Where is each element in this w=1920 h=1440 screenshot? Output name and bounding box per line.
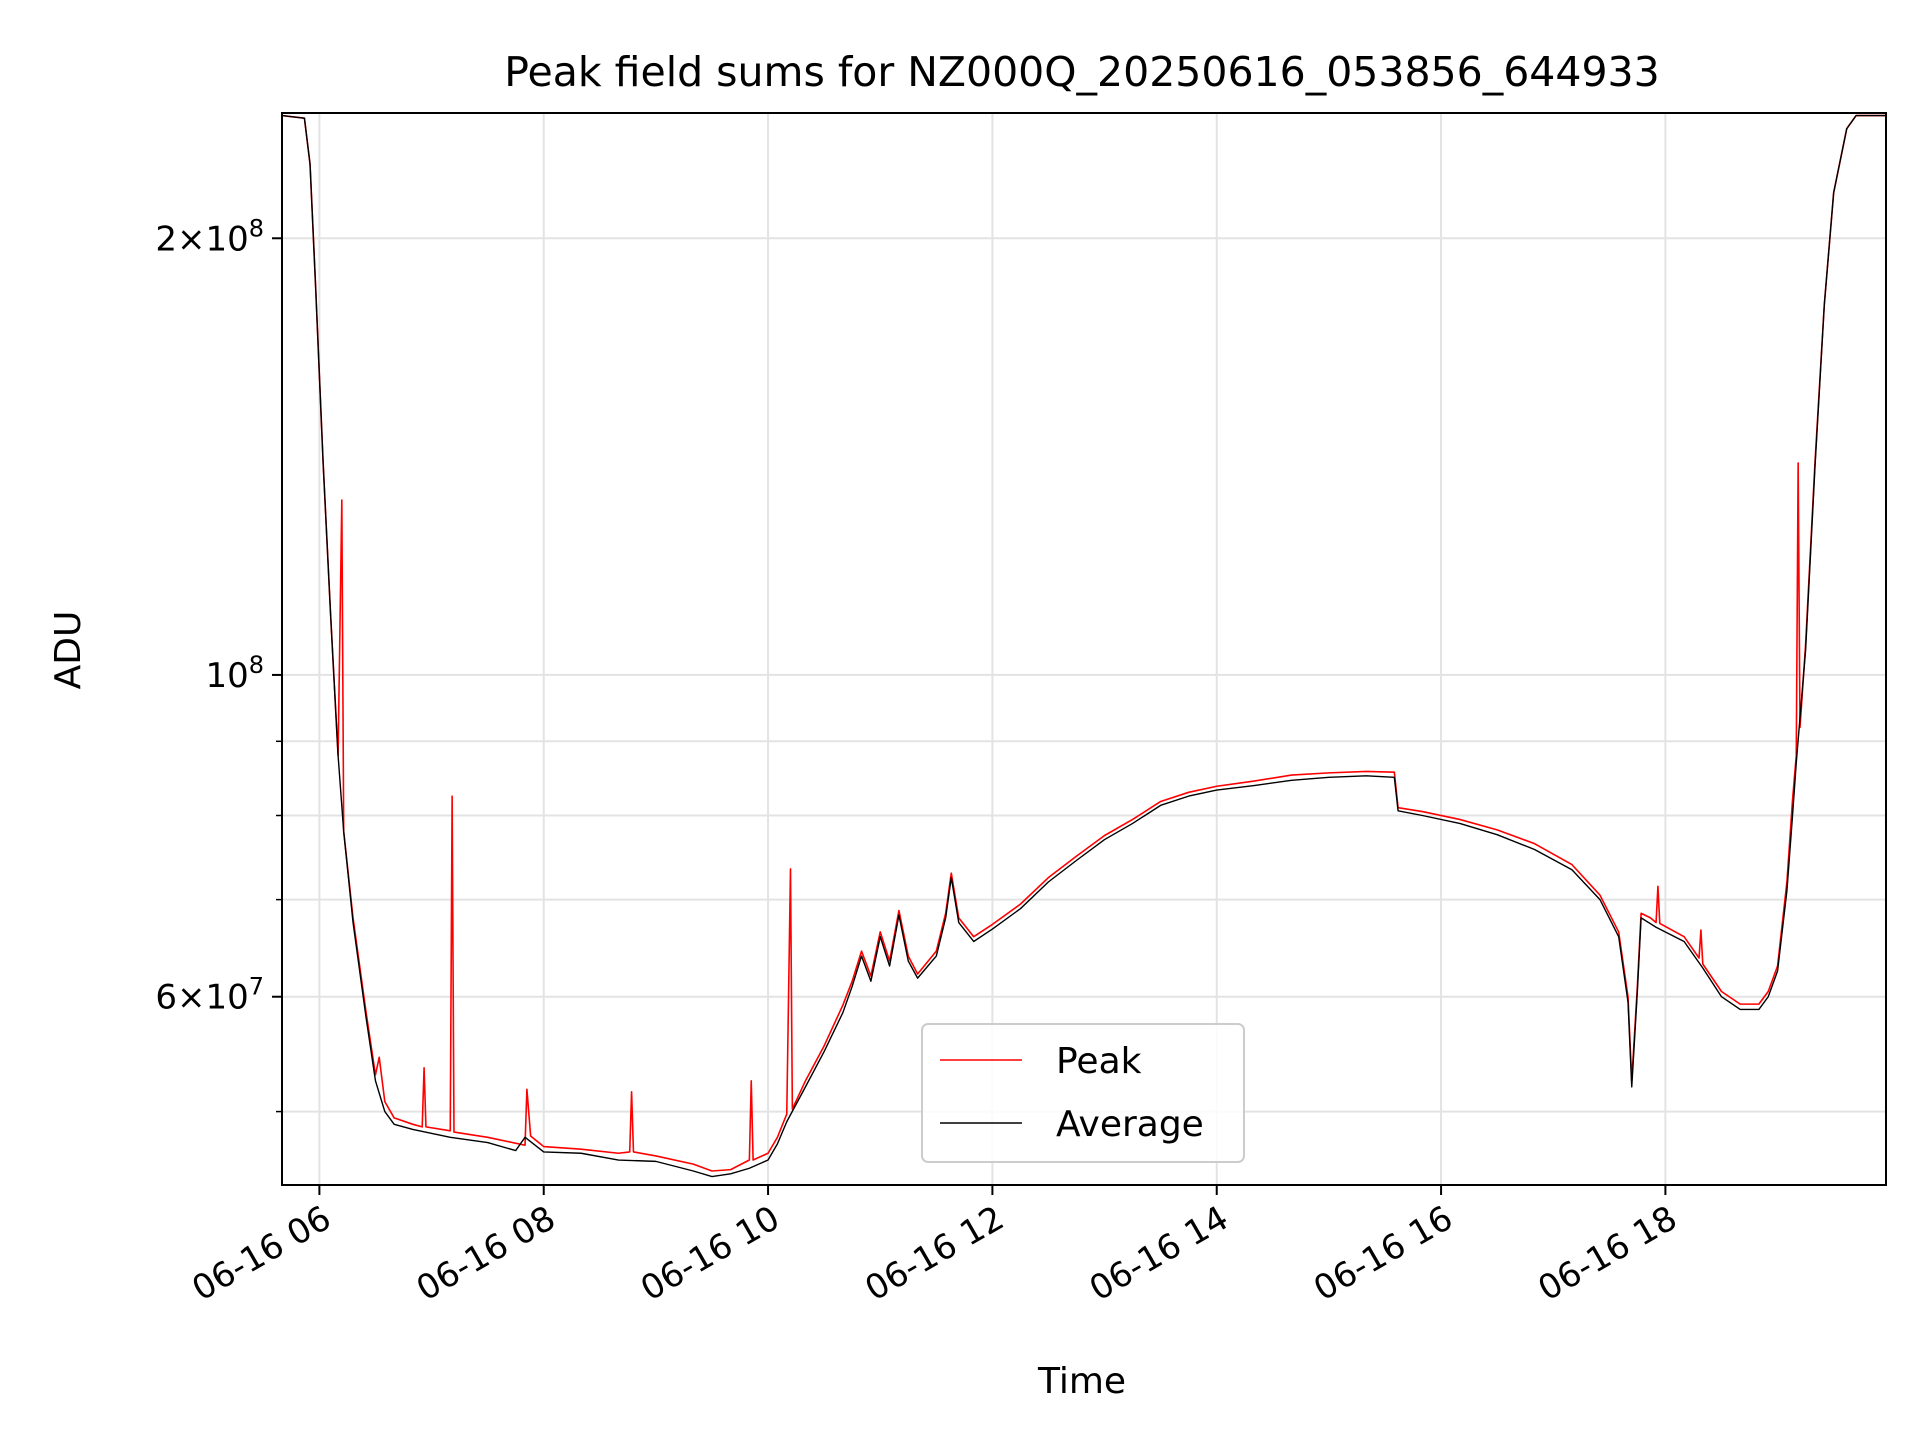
plot-lines (282, 114, 1886, 1178)
series-line-peak (282, 114, 1886, 1172)
y-tick-label: 6×107 (155, 973, 264, 1018)
series-line-average (282, 114, 1886, 1178)
chart-title: Peak field sums for NZ000Q_20250616_0538… (504, 48, 1659, 96)
legend-average-label: Average (1056, 1104, 1204, 1145)
y-axis: 2×108 108 6×107 (155, 214, 282, 1113)
legend: Peak Average (921, 1023, 1245, 1163)
plot-frame (281, 112, 1887, 1186)
legend-box (921, 1023, 1245, 1163)
y-tick-label: 108 (205, 651, 264, 696)
y-tick-label: 2×108 (155, 214, 264, 259)
x-axis-label: Time (1037, 1361, 1126, 1402)
grid (282, 113, 1886, 1185)
y-axis-label: ADU (48, 611, 89, 690)
legend-peak-label: Peak (1056, 1041, 1142, 1082)
